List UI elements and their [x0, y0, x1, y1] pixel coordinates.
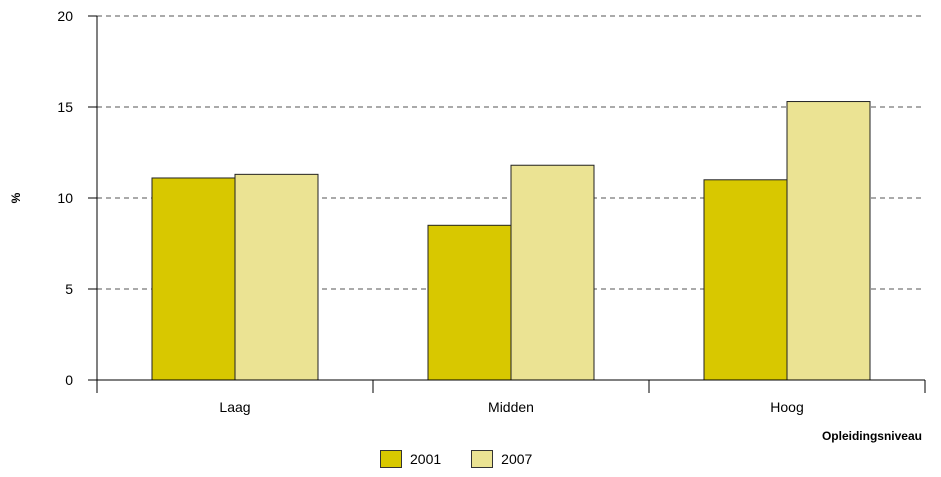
bars	[151, 101, 871, 381]
bar-2001-hoog	[703, 179, 788, 381]
y-tick-label: 10	[57, 190, 73, 206]
legend-item-2007: 2007	[471, 450, 532, 468]
x-axis-label: Opleidingsniveau	[822, 429, 922, 443]
x-tick-labels: Laag Midden Hoog	[219, 399, 803, 415]
y-axis-label: %	[9, 192, 23, 203]
legend-swatch-2007	[471, 450, 494, 468]
x-tick-label: Laag	[219, 399, 250, 415]
bar-2007-midden	[510, 164, 595, 381]
y-tick-label: 5	[65, 281, 73, 297]
y-tick-labels: 0 5 10 15 20	[57, 8, 73, 388]
x-tick-label: Midden	[488, 399, 534, 415]
y-tick-label: 15	[57, 99, 73, 115]
legend-item-2001: 2001	[380, 450, 441, 468]
bar-2001-midden	[427, 224, 512, 381]
bar-2007-laag	[234, 173, 319, 381]
legend-label-2001: 2001	[410, 451, 442, 467]
bar-2007-hoog	[786, 101, 871, 381]
legend-swatch-2001	[380, 450, 402, 468]
legend: 2001 2007	[380, 450, 562, 468]
bar-chart: 0 5 10 15 20 Laag Midden Hoog % Opleidingsnive…	[9, 8, 926, 443]
legend-label-2007: 2007	[501, 451, 533, 467]
x-tick-label: Hoog	[770, 399, 803, 415]
bar-2001-laag	[151, 177, 236, 381]
y-tick-label: 20	[57, 8, 73, 24]
y-tick-label: 0	[65, 372, 73, 388]
axes	[88, 15, 926, 393]
